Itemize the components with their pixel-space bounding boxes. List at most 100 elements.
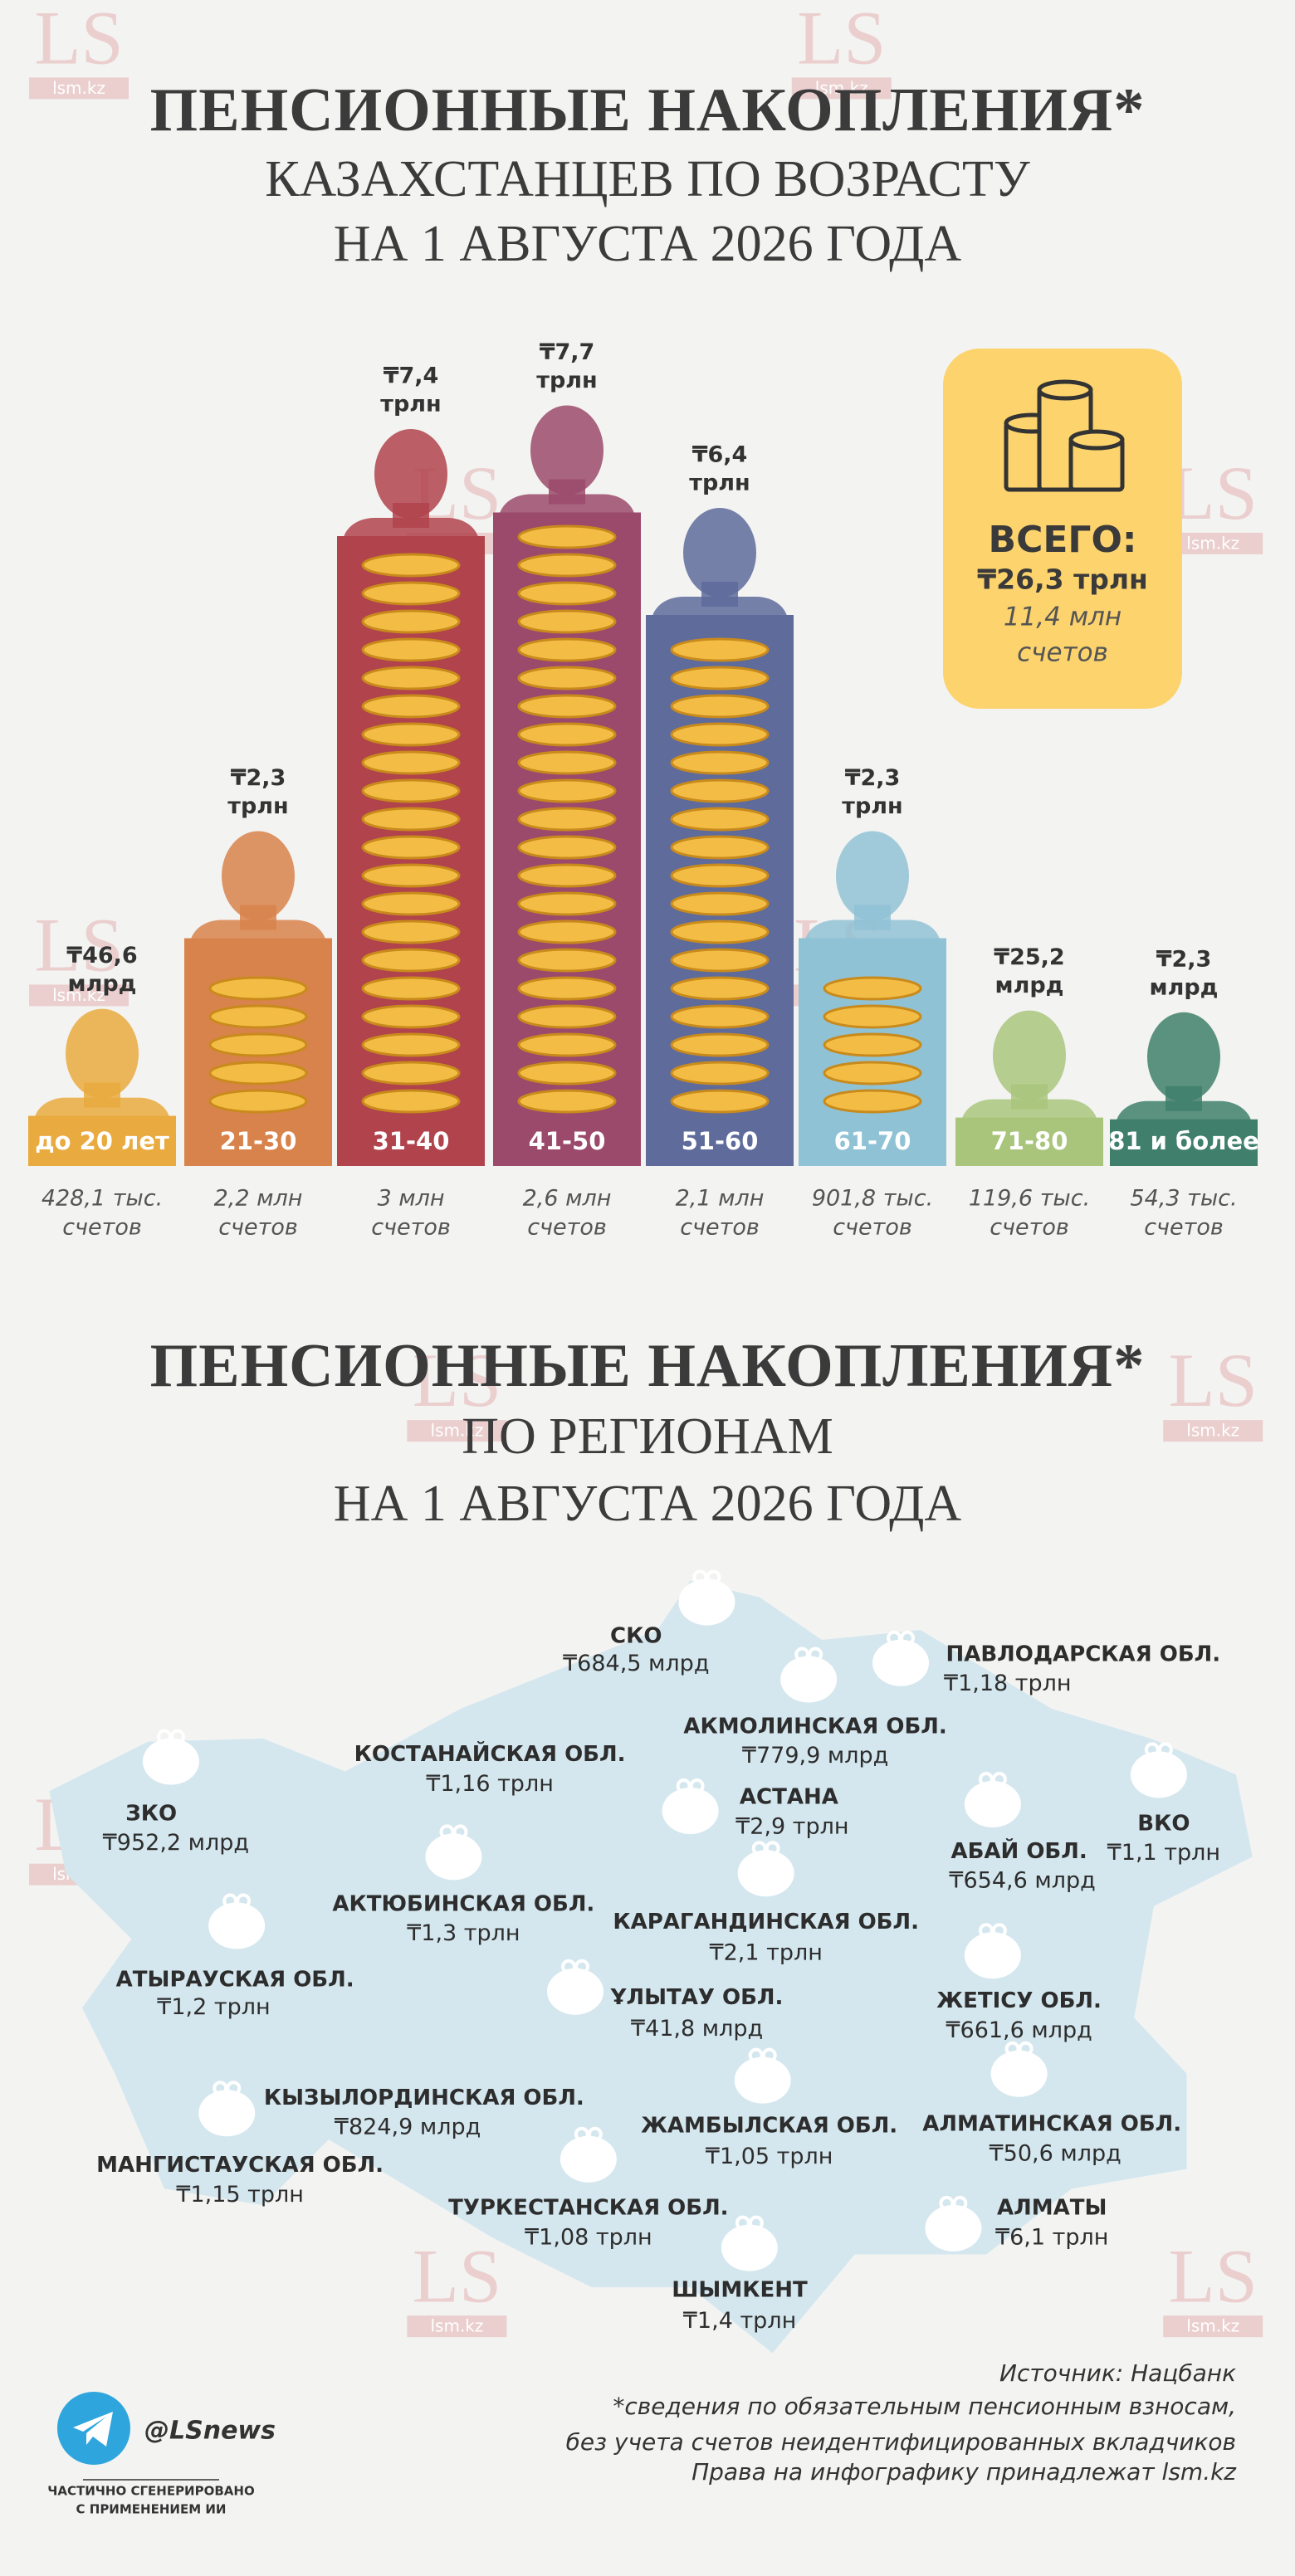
coin (361, 863, 461, 888)
purse (198, 2090, 256, 2137)
coin (517, 609, 617, 634)
category-label: до 20 лет (35, 1127, 169, 1155)
coin (670, 1089, 770, 1114)
coin (517, 637, 617, 662)
coin (670, 1061, 770, 1086)
value-label: ₸46,6 (66, 943, 137, 968)
value-label: ₸2,3 (231, 765, 286, 791)
watermark-logo: LS (413, 2233, 501, 2318)
watermark-box (29, 984, 130, 1007)
region-name: АКМОЛИНСКАЯ ОБЛ. (683, 1714, 946, 1739)
category-label: 71-80 (991, 1127, 1068, 1155)
coin (361, 694, 461, 719)
accounts-label: 901,8 тыс. (812, 1186, 933, 1212)
region-name: ЗКО (125, 1801, 177, 1826)
purse-clasp (765, 1841, 780, 1856)
accounts-label: 428,1 тыс. (42, 1186, 163, 1212)
watermark-logo: LS (797, 0, 886, 80)
region-name: КОСТАНАЙСКАЯ ОБЛ. (354, 1740, 626, 1767)
category-label: 51-60 (682, 1127, 759, 1155)
accounts-label: 2,6 млн (523, 1186, 612, 1212)
coin (670, 807, 770, 832)
purse-clasp (952, 2195, 968, 2211)
coin (361, 1004, 461, 1029)
value-label: ₸2,3 (1156, 946, 1212, 972)
purse (425, 1833, 482, 1881)
watermark-box (1163, 2315, 1263, 2338)
watermark-logo: LS (1169, 451, 1258, 535)
region-name: ҰЛЫТАУ ОБЛ. (610, 1985, 784, 2010)
category-label: 21-30 (220, 1127, 297, 1155)
purse (964, 1781, 1021, 1828)
coin (208, 1089, 308, 1114)
coin (361, 948, 461, 973)
watermark-site: lsm.kz (52, 78, 105, 98)
value-label: трлн (536, 368, 597, 393)
bar (955, 1117, 1103, 1166)
coin (361, 891, 461, 916)
coin (517, 891, 617, 916)
coin (517, 553, 617, 578)
total-box: ВСЕГО: ₸26,3 трлн 11,4 млн счетов (943, 349, 1182, 709)
region-name: КАРАГАНДИНСКАЯ ОБЛ. (613, 1910, 919, 1934)
accounts-label: счетов (62, 1215, 142, 1241)
coin (517, 750, 617, 775)
region-value: ₸952,2 млрд (103, 1830, 250, 1856)
coin (823, 976, 922, 1001)
coin (517, 778, 617, 803)
purse (547, 1968, 604, 2015)
watermark-logo: LS (34, 903, 123, 988)
purse-clasp (236, 1893, 252, 1909)
map-subtitle: НА 1 АВГУСТА 2026 ГОДА (334, 1476, 962, 1532)
coin (361, 835, 461, 860)
bar (1110, 1119, 1258, 1166)
region-value: ₸1,4 трлн (683, 2308, 796, 2334)
coin (670, 948, 770, 973)
coin (670, 920, 770, 944)
total-accounts: счетов (1017, 638, 1108, 668)
purse (142, 1738, 199, 1785)
coin (361, 1089, 461, 1114)
region-value: ₸661,6 млрд (946, 2017, 1092, 2043)
region-value: ₸1,15 трлн (176, 2182, 304, 2208)
purse-clasp (452, 1824, 468, 1840)
coin (670, 722, 770, 747)
region-value: ₸654,6 млрд (949, 1868, 1096, 1894)
coin (361, 1032, 461, 1057)
map-subtitle: ПО РЕГИОНАМ (462, 1408, 833, 1465)
coin (361, 920, 461, 944)
value-label: ₸25,2 (994, 944, 1064, 970)
coin (361, 553, 461, 578)
region-name: СКО (610, 1624, 662, 1649)
purse-clasp (574, 1959, 589, 1974)
watermark-logo: LS (1169, 2233, 1258, 2318)
coin (670, 891, 770, 916)
region-name: МАНГИСТАУСКАЯ ОБЛ. (96, 2153, 384, 2178)
purse (1130, 1751, 1187, 1798)
person-head (530, 405, 604, 495)
coin (670, 863, 770, 888)
footnote: *сведения по обязательным пенсионным взн… (613, 2393, 1236, 2420)
region-value: ₸6,1 трлн (995, 2224, 1108, 2250)
coin (361, 1061, 461, 1086)
coin (670, 750, 770, 775)
chart-subtitle: НА 1 АВГУСТА 2026 ГОДА (334, 216, 962, 272)
value-label: трлн (842, 793, 902, 819)
region-value: ₸1,1 трлн (1107, 1840, 1220, 1866)
category-label: 61-70 (834, 1127, 911, 1155)
region-name: ЖЕТІСУ ОБЛ. (936, 1988, 1102, 2013)
accounts-label: счетов (833, 1215, 912, 1241)
purse (734, 2056, 791, 2104)
coin (517, 807, 617, 832)
coin (517, 1004, 617, 1029)
purse-clasp (587, 2126, 603, 2142)
watermark-box (29, 77, 130, 100)
coin (670, 778, 770, 803)
purse (780, 1656, 838, 1703)
accounts-label: счетов (218, 1215, 298, 1241)
coin (517, 1061, 617, 1086)
accounts-label: 119,6 тыс. (969, 1186, 1090, 1212)
ai-note: ЧАСТИЧНО СГЕНЕРИРОВАНО (47, 2484, 254, 2499)
coins-icon (1004, 379, 1125, 492)
